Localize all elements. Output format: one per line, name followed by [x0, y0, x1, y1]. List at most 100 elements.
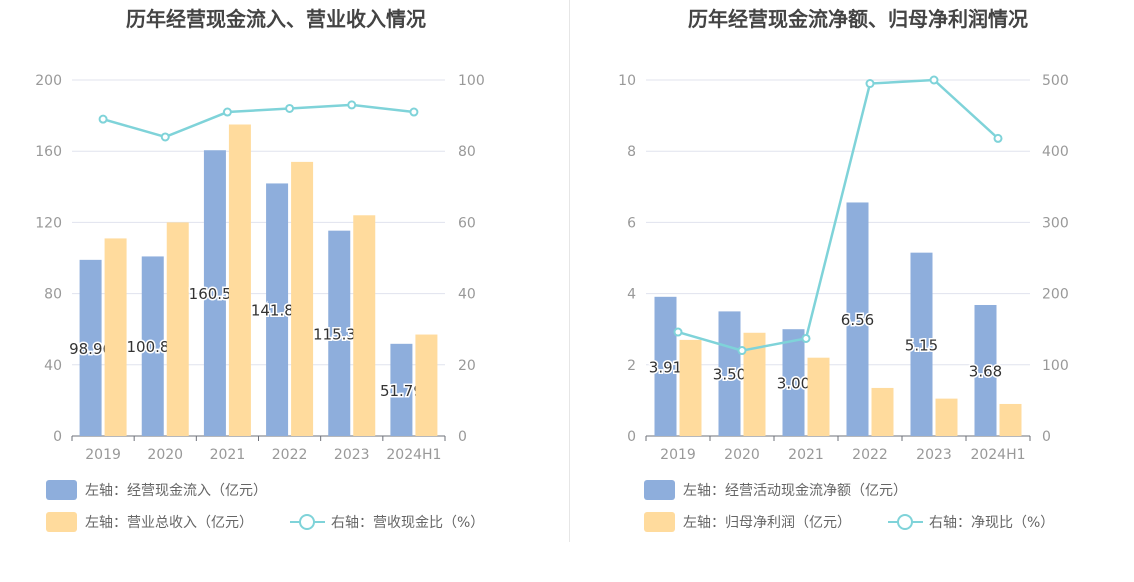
x-axis-tick-label: 2024H1 [970, 447, 1025, 463]
secondary-bar [935, 398, 958, 436]
primary-bar [79, 259, 102, 436]
ratio-line [677, 78, 999, 352]
right-axis-tick-label: 60 [458, 215, 476, 231]
left-axis-tick-label: 4 [627, 287, 636, 303]
ratio-line-point [865, 79, 875, 89]
chart-panel-1: 历年经营现金流入、营业收入情况 0 0 40 20 80 40 120 60 160 80 200 10… [35, 7, 485, 532]
right-axis-tick-label: 500 [1042, 73, 1069, 89]
ratio-line-point [673, 327, 683, 337]
bar-data-label: 51.79 [380, 382, 423, 400]
right-axis-tick-label: 80 [458, 144, 476, 160]
legend-swatch[interactable] [644, 512, 675, 532]
primary-bar [654, 296, 677, 436]
left-axis-tick-label: 160 [35, 144, 62, 160]
x-axis-tick-label: 2024H1 [386, 447, 441, 463]
legend-marker[interactable] [299, 514, 315, 530]
legend-label[interactable]: 左轴：经营现金流入（亿元） [85, 483, 267, 499]
primary-bar [974, 304, 997, 436]
secondary-bar [104, 238, 127, 436]
left-axis-tick-label: 10 [618, 73, 636, 89]
legend-label[interactable]: 左轴：经营活动现金流净额（亿元） [683, 483, 907, 499]
bar-data-label: 3.68 [969, 362, 1002, 380]
secondary-bar [743, 332, 766, 436]
left-axis-tick-label: 0 [53, 429, 62, 445]
x-axis-tick-label: 2022 [852, 447, 888, 463]
right-axis-tick-label: 400 [1042, 144, 1069, 160]
secondary-bar [415, 334, 438, 436]
right-axis-tick-label: 200 [1042, 287, 1069, 303]
primary-bar [718, 311, 741, 436]
ratio-line-point [929, 75, 939, 85]
x-axis-tick-label: 2019 [660, 447, 696, 463]
left-axis-tick-label: 8 [627, 144, 636, 160]
secondary-bar [228, 124, 251, 436]
x-axis-tick-label: 2020 [147, 447, 183, 463]
chart-title: 历年经营现金流入、营业收入情况 [126, 7, 426, 31]
right-axis-tick-label: 40 [458, 287, 476, 303]
bar-data-label: 141.89 [251, 302, 304, 320]
secondary-bar [871, 387, 894, 436]
secondary-bar [291, 161, 314, 436]
right-axis-tick-label: 0 [1042, 429, 1051, 445]
x-axis-tick-label: 2019 [85, 447, 121, 463]
primary-bar [203, 150, 226, 436]
secondary-bar [353, 215, 376, 436]
left-axis-tick-label: 2 [627, 358, 636, 374]
ratio-line [102, 103, 415, 139]
x-axis-tick-label: 2021 [788, 447, 824, 463]
chart-title: 历年经营现金流净额、归母净利润情况 [688, 7, 1028, 31]
primary-bar [846, 202, 869, 436]
secondary-bar [679, 339, 702, 436]
left-axis-tick-label: 80 [44, 287, 62, 303]
left-axis-tick-label: 120 [35, 215, 62, 231]
bar-data-label: 100.88 [127, 338, 180, 356]
ratio-line-point [737, 346, 747, 356]
x-axis-tick-label: 2021 [210, 447, 246, 463]
bar-data-label: 3.91 [649, 358, 682, 376]
ratio-line-point [801, 333, 811, 343]
primary-bar [782, 329, 805, 436]
right-axis-tick-label: 300 [1042, 215, 1069, 231]
right-axis-tick-label: 20 [458, 358, 476, 374]
primary-bar [390, 343, 413, 436]
legend-swatch[interactable] [46, 480, 77, 500]
chart-panel-2: 历年经营现金流净额、归母净利润情况 0 0 2 100 4 200 6 300 8 400 10 500… [618, 7, 1069, 532]
primary-bar [141, 256, 164, 436]
left-axis-tick-label: 40 [44, 358, 62, 374]
legend-label[interactable]: 左轴：营业总收入（亿元） [85, 515, 253, 531]
primary-bar [910, 252, 933, 436]
bar-data-label: 115.36 [313, 325, 366, 343]
ratio-line-point [160, 132, 170, 142]
x-axis-tick-label: 2023 [334, 447, 370, 463]
right-axis-tick-label: 0 [458, 429, 467, 445]
bar-data-label: 160.54 [189, 285, 242, 303]
left-axis-tick-label: 0 [627, 429, 636, 445]
primary-bar [328, 230, 351, 436]
ratio-line-point [409, 107, 419, 117]
legend-marker[interactable] [897, 514, 913, 530]
ratio-line-point [98, 114, 108, 124]
bar-data-label: 3.50 [713, 366, 746, 384]
bar-data-label: 98.96 [69, 340, 112, 358]
secondary-bar [166, 222, 189, 436]
ratio-line-point [347, 100, 357, 110]
left-axis-tick-label: 200 [35, 73, 62, 89]
ratio-line-point [993, 133, 1003, 143]
ratio-line-point [222, 107, 232, 117]
x-axis-tick-label: 2020 [724, 447, 760, 463]
panel-divider [569, 0, 570, 542]
legend-swatch[interactable] [644, 480, 675, 500]
secondary-bar [807, 357, 830, 436]
legend-label[interactable]: 右轴：营收现金比（%） [331, 515, 484, 531]
left-axis-tick-label: 6 [627, 215, 636, 231]
primary-bar [266, 183, 289, 436]
ratio-line-point [285, 103, 295, 113]
x-axis-tick-label: 2023 [916, 447, 952, 463]
legend-swatch[interactable] [46, 512, 77, 532]
legend-label[interactable]: 右轴：净现比（%） [929, 515, 1054, 531]
bar-data-label: 3.00 [777, 375, 810, 393]
bar-data-label: 5.15 [905, 336, 938, 354]
bar-data-label: 6.56 [841, 311, 874, 329]
legend-label[interactable]: 左轴：归母净利润（亿元） [683, 514, 851, 531]
